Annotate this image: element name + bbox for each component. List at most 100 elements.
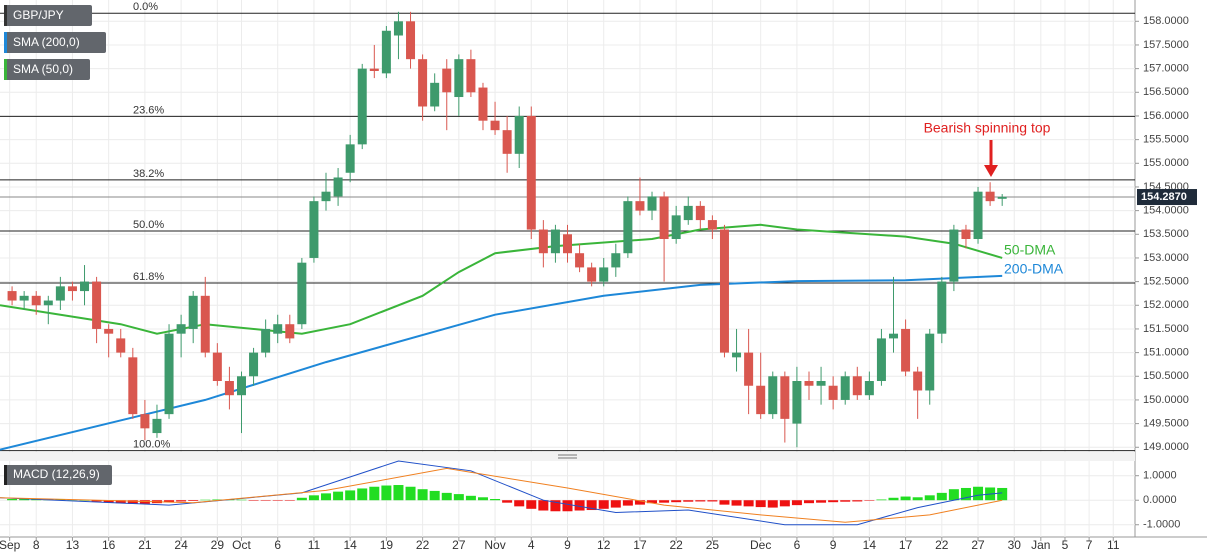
candle-body bbox=[901, 328, 911, 372]
annotation: Bearish spinning top bbox=[924, 120, 1051, 136]
candle-body bbox=[889, 333, 899, 339]
y-tick-label: 153.5000 bbox=[1143, 228, 1189, 240]
candle-body bbox=[67, 286, 77, 292]
candle-body bbox=[828, 385, 838, 400]
macd-histogram-bar bbox=[393, 485, 404, 501]
macd-histogram-bar bbox=[538, 500, 549, 511]
macd-signal-line bbox=[0, 467, 1003, 523]
macd-histogram-bar bbox=[948, 489, 959, 501]
macd-histogram-bar bbox=[550, 500, 561, 512]
x-tick-label: 17 bbox=[899, 538, 913, 552]
macd-histogram-bar bbox=[852, 500, 863, 502]
x-tick-label: 29 bbox=[211, 538, 225, 552]
x-tick-label: 8 bbox=[33, 538, 40, 552]
macd-histogram-bar bbox=[465, 495, 476, 501]
macd-histogram-bar bbox=[236, 499, 247, 501]
candle-body bbox=[7, 291, 17, 301]
candle-body bbox=[840, 376, 850, 400]
y-tick-label: 152.0000 bbox=[1143, 299, 1189, 311]
macd-histogram-bar bbox=[369, 486, 380, 501]
macd-histogram-bar bbox=[900, 496, 911, 501]
candle-body bbox=[575, 253, 585, 268]
candle-body bbox=[744, 352, 754, 386]
x-tick-label: Dec bbox=[750, 538, 771, 552]
y-tick-label: 156.0000 bbox=[1143, 110, 1189, 122]
candle-body bbox=[792, 381, 802, 424]
macd-histogram-bar bbox=[514, 500, 525, 507]
macd-histogram-bar bbox=[888, 497, 899, 501]
y-tick-label: 156.5000 bbox=[1143, 86, 1189, 98]
annotation-arrowhead bbox=[984, 165, 998, 177]
macd-label: MACD (12,26,9) bbox=[13, 467, 100, 481]
macd-histogram-bar bbox=[115, 500, 126, 504]
macd-histogram-bar bbox=[731, 500, 742, 506]
macd-histogram-bar bbox=[502, 500, 513, 503]
macd-histogram-bar bbox=[176, 500, 187, 502]
macd-histogram-bar bbox=[345, 490, 356, 501]
candle-body bbox=[273, 324, 283, 334]
candle-body bbox=[236, 376, 246, 396]
y-tick-label: 155.5000 bbox=[1143, 134, 1189, 146]
macd-histogram-bar bbox=[139, 500, 150, 504]
macd-histogram-bar bbox=[779, 500, 790, 507]
candle-body bbox=[309, 201, 319, 258]
macd-histogram-bar bbox=[562, 500, 573, 512]
candle-body bbox=[985, 191, 995, 202]
candle-body bbox=[430, 82, 440, 107]
y-tick-label: 152.5000 bbox=[1143, 276, 1189, 288]
candle-body bbox=[285, 324, 295, 339]
candle-body bbox=[864, 381, 874, 396]
candle-body bbox=[768, 376, 778, 415]
y-tick-label: 149.5000 bbox=[1143, 418, 1189, 430]
candle-body bbox=[997, 196, 1007, 199]
candle-body bbox=[478, 87, 488, 121]
fib-label: 61.8% bbox=[133, 271, 164, 283]
candle-body bbox=[345, 144, 355, 173]
macd-histogram-bar bbox=[19, 499, 30, 501]
macd-histogram-bar bbox=[586, 500, 597, 511]
y-tick-label: -1.0000 bbox=[1143, 519, 1180, 531]
candle-body bbox=[212, 352, 222, 382]
candle-body bbox=[249, 352, 259, 377]
candle-body bbox=[466, 59, 476, 93]
macd-histogram-bar bbox=[791, 500, 802, 506]
candle-body bbox=[128, 357, 138, 415]
candle-body bbox=[116, 338, 126, 353]
candle-body bbox=[164, 333, 174, 415]
y-tick-label: 150.5000 bbox=[1143, 370, 1189, 382]
candle-body bbox=[599, 267, 609, 282]
macd-histogram-bar bbox=[79, 500, 90, 501]
candle-body bbox=[913, 371, 923, 391]
macd-histogram-bar bbox=[828, 500, 839, 503]
macd-histogram-bar bbox=[707, 500, 718, 502]
annotation: 50-DMA bbox=[1004, 242, 1056, 258]
macd-histogram-bar bbox=[659, 500, 670, 503]
fib-label: 0.0% bbox=[133, 1, 158, 13]
macd-histogram-bar bbox=[188, 500, 199, 501]
candle-body bbox=[381, 30, 391, 74]
candle-body bbox=[140, 414, 150, 429]
macd-histogram-bar bbox=[321, 493, 332, 501]
candle-body bbox=[973, 191, 983, 240]
macd-histogram-bar bbox=[610, 500, 621, 508]
fib-label: 38.2% bbox=[133, 168, 164, 180]
macd-histogram-bar bbox=[767, 500, 778, 508]
x-tick-label: 6 bbox=[274, 538, 281, 552]
y-tick-label: 1.0000 bbox=[1143, 470, 1177, 482]
macd-histogram-bar bbox=[260, 500, 271, 501]
y-tick-label: 157.0000 bbox=[1143, 63, 1189, 75]
candle-body bbox=[611, 253, 621, 268]
x-tick-label: 14 bbox=[863, 538, 877, 552]
macd-histogram-bar bbox=[417, 489, 428, 501]
candle-body bbox=[188, 295, 198, 329]
macd-histogram-bar bbox=[622, 500, 633, 506]
candle-body bbox=[780, 376, 790, 419]
macd-histogram-bar bbox=[127, 500, 138, 504]
macd-histogram-bar bbox=[429, 490, 440, 501]
candle-body bbox=[526, 115, 536, 230]
candle-body bbox=[104, 328, 114, 334]
macd-histogram-bar bbox=[647, 500, 658, 504]
candle-body bbox=[369, 68, 379, 71]
x-tick-label: 17 bbox=[633, 538, 647, 552]
candle-body bbox=[176, 324, 186, 334]
